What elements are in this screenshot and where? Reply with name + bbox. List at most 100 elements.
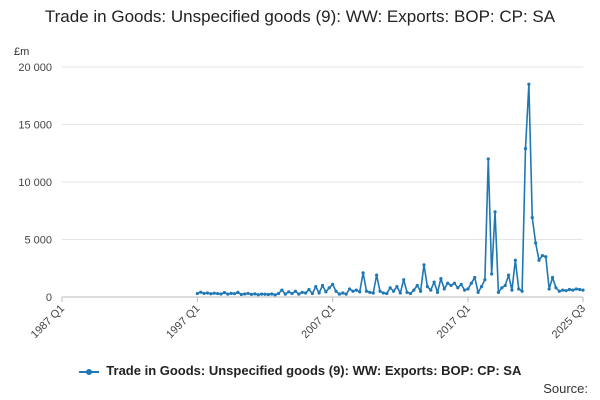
data-point[interactable]	[287, 290, 291, 294]
data-point[interactable]	[263, 292, 267, 296]
data-point[interactable]	[344, 292, 348, 296]
data-point[interactable]	[469, 281, 473, 285]
data-point[interactable]	[530, 216, 534, 220]
data-point[interactable]	[209, 292, 213, 296]
data-point[interactable]	[293, 289, 298, 293]
data-point[interactable]	[432, 280, 436, 284]
data-point[interactable]	[547, 287, 551, 291]
data-point[interactable]	[517, 287, 521, 291]
data-point[interactable]	[229, 291, 233, 295]
data-point[interactable]	[212, 291, 216, 295]
data-point[interactable]	[253, 292, 257, 296]
data-point[interactable]	[442, 287, 446, 291]
data-point[interactable]	[243, 292, 247, 296]
data-point[interactable]	[199, 290, 203, 294]
data-point[interactable]	[456, 286, 460, 290]
data-point[interactable]	[283, 292, 287, 296]
data-point[interactable]	[273, 293, 277, 297]
data-point[interactable]	[249, 292, 254, 296]
data-point[interactable]	[496, 290, 501, 294]
data-point[interactable]	[391, 289, 396, 293]
data-point[interactable]	[361, 271, 365, 275]
data-point[interactable]	[506, 273, 511, 277]
data-point[interactable]	[347, 287, 352, 291]
data-point[interactable]	[523, 147, 528, 151]
data-point[interactable]	[226, 292, 230, 296]
data-point[interactable]	[419, 289, 423, 293]
data-point[interactable]	[483, 278, 487, 282]
data-point[interactable]	[446, 281, 450, 285]
data-point[interactable]	[452, 281, 457, 285]
data-point[interactable]	[574, 287, 578, 291]
data-point[interactable]	[571, 288, 575, 292]
data-point[interactable]	[317, 291, 321, 295]
data-point[interactable]	[429, 288, 433, 292]
data-point[interactable]	[459, 282, 463, 286]
data-point[interactable]	[422, 263, 426, 267]
data-point[interactable]	[435, 290, 440, 294]
data-point[interactable]	[334, 289, 338, 293]
data-point[interactable]	[395, 285, 399, 289]
data-point[interactable]	[534, 241, 538, 245]
data-point[interactable]	[520, 289, 524, 293]
data-point[interactable]	[473, 275, 477, 280]
data-point[interactable]	[219, 292, 223, 296]
data-point[interactable]	[527, 82, 531, 86]
data-point[interactable]	[408, 291, 413, 296]
data-point[interactable]	[479, 285, 484, 289]
data-point[interactable]	[256, 293, 260, 297]
data-point[interactable]	[398, 291, 402, 295]
data-point[interactable]	[493, 210, 497, 214]
data-point[interactable]	[581, 288, 585, 292]
data-point[interactable]	[378, 289, 382, 293]
data-point[interactable]	[341, 291, 345, 295]
data-point[interactable]	[371, 291, 375, 295]
data-point[interactable]	[412, 288, 416, 292]
data-point[interactable]	[314, 285, 318, 289]
data-point[interactable]	[331, 282, 335, 286]
data-point[interactable]	[439, 277, 443, 281]
data-point[interactable]	[462, 288, 467, 292]
data-point[interactable]	[202, 291, 206, 296]
data-point[interactable]	[290, 291, 294, 296]
data-point[interactable]	[385, 291, 389, 296]
data-point[interactable]	[327, 286, 331, 290]
data-point[interactable]	[381, 291, 385, 295]
data-point[interactable]	[276, 291, 281, 296]
data-point[interactable]	[425, 285, 429, 289]
data-point[interactable]	[216, 291, 220, 296]
data-point[interactable]	[557, 289, 561, 293]
data-point[interactable]	[540, 254, 545, 258]
data-point[interactable]	[358, 290, 362, 294]
data-point[interactable]	[486, 157, 490, 161]
data-point[interactable]	[324, 290, 328, 294]
data-point[interactable]	[490, 272, 494, 276]
data-point[interactable]	[260, 292, 264, 296]
data-point[interactable]	[449, 283, 453, 288]
data-point[interactable]	[375, 273, 379, 277]
data-point[interactable]	[368, 290, 372, 294]
data-point[interactable]	[337, 292, 342, 296]
data-point[interactable]	[500, 286, 504, 290]
data-point[interactable]	[405, 290, 409, 294]
data-point[interactable]	[222, 291, 226, 295]
data-point[interactable]	[554, 286, 558, 290]
data-point[interactable]	[476, 290, 480, 294]
data-point[interactable]	[578, 287, 582, 292]
data-point[interactable]	[415, 283, 419, 288]
data-point[interactable]	[236, 290, 240, 294]
data-point[interactable]	[537, 258, 541, 262]
data-point[interactable]	[544, 255, 548, 259]
data-point[interactable]	[232, 292, 237, 296]
data-point[interactable]	[307, 287, 311, 292]
data-point[interactable]	[388, 286, 392, 290]
legend[interactable]: Trade in Goods: Unspecified goods (9): W…	[0, 363, 600, 378]
data-point[interactable]	[280, 288, 284, 292]
data-point[interactable]	[567, 287, 572, 292]
data-point[interactable]	[513, 258, 517, 262]
data-point[interactable]	[270, 292, 274, 296]
data-point[interactable]	[239, 292, 243, 297]
data-point[interactable]	[561, 288, 565, 292]
data-point[interactable]	[510, 288, 514, 292]
data-point[interactable]	[354, 288, 358, 292]
